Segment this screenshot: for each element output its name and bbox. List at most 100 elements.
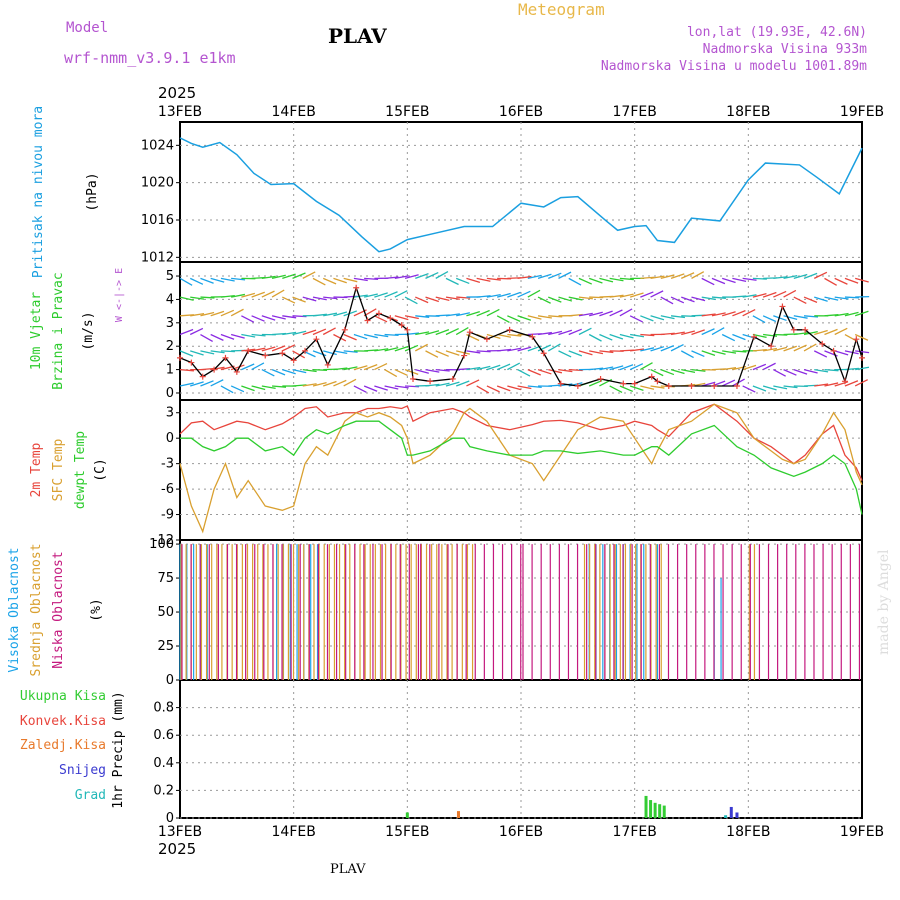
wind-arrow [189,277,204,285]
wind-arrow [415,315,430,318]
model-elevation-label: Nadmorska Visina u modelu 1001.89m [600,59,867,74]
wind-arrow [230,308,244,317]
wind-arrow [456,350,470,355]
wind-arrow [568,296,583,301]
wind-arrow [486,293,501,298]
y-tick-label: 0 [166,811,174,826]
wind-arrow [251,347,266,352]
wind-gust-marker [540,350,547,357]
wind-arrow [568,277,582,286]
wind-gust-marker [177,354,183,361]
wind-arrow [660,344,675,352]
wind-gust-marker [819,340,826,347]
wind-arrow [486,277,501,281]
wind-arrow [854,333,869,341]
wind-arrow [456,296,471,299]
wind-axis-label: 10m Vjetar [29,292,44,370]
wind-arrow [292,350,306,359]
wind-arrow [507,333,522,337]
wind-arrow [732,350,747,353]
wind-arrow [374,333,389,338]
wind-arrow [640,291,654,298]
panel-frame [179,679,863,819]
wind-arrow [711,296,726,299]
wind-arrow [445,381,460,387]
wind-arrow [435,382,450,387]
wind-arrow [844,311,859,317]
wind-arrow [179,382,194,387]
wind-arrow [732,333,746,341]
wind-arrow [558,271,572,279]
wind-arrow [312,296,327,301]
wind-axis-sublabel: Brzina i Pravac [51,272,66,389]
wind-arrow [650,346,665,352]
y-tick-label: 1 [166,363,174,378]
wind-arrow [732,310,746,317]
wind-arrow [455,380,470,387]
wind-arrow [363,385,378,392]
wind-arrow [292,315,307,318]
wind-gust-marker [768,343,775,350]
wind-arrow [282,315,297,319]
wind-gust-marker [324,361,331,368]
wind-arrow [404,344,419,352]
wind-arrow [793,273,808,279]
wind-arrow [445,350,460,356]
wind-arrow [721,333,736,342]
x-tick-label-bottom: 17FEB [613,824,657,840]
wind-arrow [333,379,347,387]
wind-arrow [650,369,664,377]
meteogram-title: Meteogram [518,0,605,19]
x-tick-label-top: 15FEB [385,104,429,120]
wind-arrow [343,350,358,353]
precip-bar [405,812,409,818]
precip-bar [644,795,648,818]
y-tick-label: 50 [157,605,174,620]
wind-speed-line [179,285,863,387]
wind-gust-marker [449,375,456,382]
wind-arrow [660,332,675,336]
wind-arrow [179,368,195,372]
wind-arrow [814,329,828,336]
precip-bar [724,815,728,818]
wind-arrow [404,274,419,280]
wind-arrow [824,277,837,286]
wind-gust-marker [302,347,309,354]
wind-arrow [834,350,849,356]
wind-arrow [762,385,777,391]
wind-arrow [762,362,776,371]
wind-arrow [466,277,481,283]
temp-axis-label: 2m Temp [29,442,44,497]
wind-arrow [803,368,818,374]
y-tick-label: -12 [153,533,174,548]
precip-legend-label: Grad [75,788,106,803]
wind-gust-marker [404,326,411,333]
wind-arrow [220,277,235,282]
y-tick-label: 1016 [141,213,174,228]
wind-arrow [517,369,531,377]
wind-arrow [496,292,511,298]
wind-arrow [660,296,674,305]
wind-arrow [609,277,624,282]
y-tick-label: 1012 [141,250,174,265]
wind-arrow [200,350,215,355]
wind-arrow [548,272,562,279]
wind-arrow [476,350,491,353]
y-tick-label: 1020 [141,176,174,191]
wind-arrow [722,367,737,371]
wind-arrow [282,296,296,304]
wind-gust-marker [233,368,240,375]
wind-arrow [405,385,420,388]
wind-arrow [210,350,225,354]
wind-arrow [220,385,234,394]
wind-arrow [783,385,798,389]
wind-arrow [476,309,490,317]
wind-arrow [568,368,583,372]
wind-arrow [435,296,450,302]
wind-arrow [834,296,849,300]
wind-arrow [333,311,348,317]
wind-arrow [496,363,511,371]
wind-gust-marker [211,366,218,373]
wind-arrow [394,275,409,280]
wind-arrow [251,291,265,298]
